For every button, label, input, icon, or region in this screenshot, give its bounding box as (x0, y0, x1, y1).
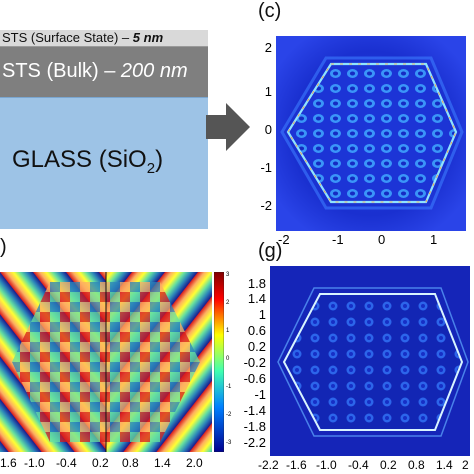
colorbar-tick-label: -0.6 (243, 371, 266, 386)
colorbar-tick-label: -1.8 (243, 419, 266, 434)
colorbar-tick-label: -1 (254, 387, 266, 402)
glass-substrate-layer: GLASS (SiO2) (0, 97, 208, 229)
panel-c-label: (c) (258, 0, 282, 22)
colorbar-tick-label: 1.8 (247, 276, 266, 291)
panel-c-y-ticks: 2 1 0 -1 -2 (252, 36, 272, 231)
surface-state-layer: STS (Surface State) – 5 nm (0, 30, 208, 47)
x-tick-label: 0.2 (380, 458, 397, 472)
y-tick-label: -2 (260, 198, 272, 213)
x-tick-label: 0.2 (92, 456, 109, 470)
x-tick-label: 1 (430, 232, 438, 247)
y-tick-label: 2 (264, 40, 272, 55)
colorbar-tick-label: -1.4 (243, 403, 266, 418)
x-tick-label: 0.8 (122, 456, 139, 470)
colorbar-tick-label: 3 (226, 272, 230, 278)
panel-g-plot (270, 266, 470, 456)
glass-label: GLASS (SiO2) (12, 146, 164, 177)
panel-f-x-ticks: 1.6 -1.0 -0.4 0.2 0.8 1.4 2.0 (0, 456, 212, 472)
x-tick-label: 2 (462, 458, 469, 472)
colorbar-tick-label: 1.4 (247, 291, 266, 306)
panel-f-label: ) (0, 236, 7, 258)
layer-stack: STS (Surface State) – 5 nm STS (Bulk) – … (0, 30, 208, 229)
colorbar-tick-label: 2 (226, 300, 230, 306)
bulk-layer: STS (Bulk) – 200 nm (0, 47, 208, 97)
x-tick-label: -2 (278, 232, 290, 247)
y-tick-label: -1 (260, 160, 272, 175)
colorbar-tick-label: 0.2 (247, 339, 266, 354)
colorbar-tick-label: 0 (226, 356, 230, 362)
colorbar-tick-label: -2.2 (243, 435, 266, 450)
colorbar-tick-label: 1 (258, 307, 266, 322)
x-tick-label: -1.0 (316, 458, 337, 472)
panel-g-y-colorbar-ticks: 1.8 1.4 1 0.6 0.2 -0.2 -0.6 -1 -1.4 -1.8… (236, 276, 266, 456)
panel-c-x-ticks: -2 -1 0 1 (276, 232, 466, 248)
x-tick-label: 1.4 (436, 458, 453, 472)
x-tick-label: -1.6 (286, 458, 307, 472)
panel-f-plot (0, 272, 212, 452)
colorbar-tick-label: -1 (226, 384, 232, 390)
panel-c-plot (276, 36, 466, 231)
x-tick-label: -0.4 (56, 456, 77, 470)
colorbar-tick-label: 0.6 (247, 323, 266, 338)
x-tick-label: 2.0 (186, 456, 203, 470)
x-tick-label: 1.6 (0, 456, 17, 470)
y-tick-label: 1 (264, 84, 272, 99)
colorbar-tick-label: 1 (226, 328, 230, 334)
panel-f-colorbar (214, 272, 224, 452)
right-arrow-icon (206, 103, 250, 151)
panel-f-colorbar-ticks: 3 2 1 0 -1 -2 -3 (226, 272, 240, 452)
panel-g-label: (g) (258, 240, 283, 262)
panel-g-x-ticks: -2.2 -1.6 -1.0 -0.4 0.2 0.8 1.4 2 (258, 458, 474, 474)
colorbar-tick-label: -3 (226, 440, 232, 446)
x-tick-label: -0.4 (348, 458, 369, 472)
x-tick-label: -1 (332, 232, 344, 247)
x-tick-label: 0.8 (408, 458, 425, 472)
x-tick-label: 0 (378, 232, 386, 247)
x-tick-label: 1.4 (154, 456, 171, 470)
surface-state-label: STS (Surface State) – 5 nm (2, 30, 164, 45)
colorbar-tick-label: -2 (226, 412, 232, 418)
x-tick-label: -1.0 (24, 456, 45, 470)
bulk-label: STS (Bulk) – 200 nm (2, 60, 188, 82)
x-tick-label: -2.2 (258, 458, 279, 472)
y-tick-label: 0 (264, 122, 272, 137)
colorbar-tick-label: -0.2 (243, 355, 266, 370)
